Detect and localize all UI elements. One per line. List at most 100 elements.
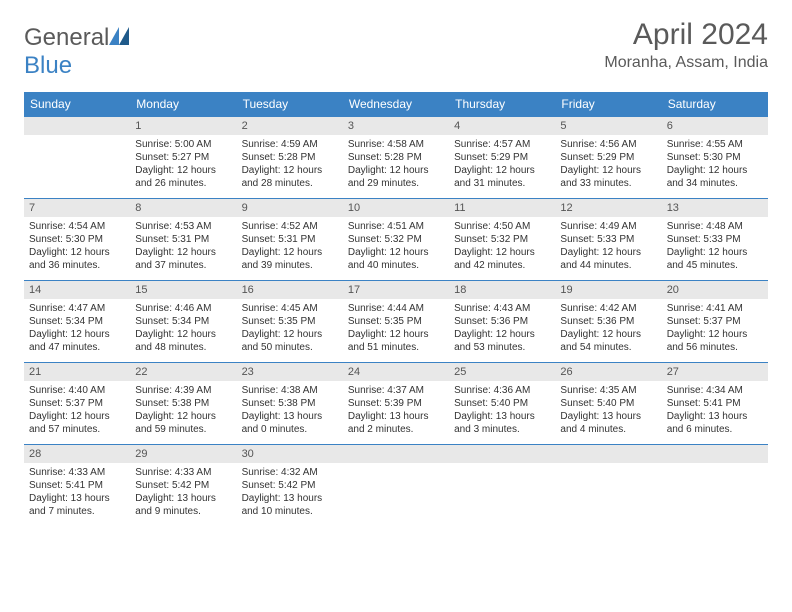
day-number: 20: [662, 281, 768, 299]
day-number: 18: [449, 281, 555, 299]
sunset-text: Sunset: 5:42 PM: [242, 479, 338, 492]
cell-body: Sunrise: 4:54 AMSunset: 5:30 PMDaylight:…: [24, 217, 130, 276]
cell-body: Sunrise: 4:37 AMSunset: 5:39 PMDaylight:…: [343, 381, 449, 440]
logo-text-general: General: [24, 24, 109, 51]
daylight-text: Daylight: 12 hours and 53 minutes.: [454, 328, 550, 354]
sunset-text: Sunset: 5:33 PM: [667, 233, 763, 246]
daylight-text: Daylight: 12 hours and 39 minutes.: [242, 246, 338, 272]
calendar-cell: 12Sunrise: 4:49 AMSunset: 5:33 PMDayligh…: [555, 199, 661, 281]
daylight-text: Daylight: 12 hours and 56 minutes.: [667, 328, 763, 354]
day-number: [555, 445, 661, 463]
sunset-text: Sunset: 5:37 PM: [667, 315, 763, 328]
calendar-cell: [343, 445, 449, 527]
sunset-text: Sunset: 5:30 PM: [667, 151, 763, 164]
cell-body: Sunrise: 4:42 AMSunset: 5:36 PMDaylight:…: [555, 299, 661, 358]
day-header-sat: Saturday: [662, 92, 768, 117]
daylight-text: Daylight: 12 hours and 54 minutes.: [560, 328, 656, 354]
sunset-text: Sunset: 5:30 PM: [29, 233, 125, 246]
calendar-body: 1Sunrise: 5:00 AMSunset: 5:27 PMDaylight…: [24, 117, 768, 527]
daylight-text: Daylight: 12 hours and 31 minutes.: [454, 164, 550, 190]
sunset-text: Sunset: 5:40 PM: [454, 397, 550, 410]
day-number: 2: [237, 117, 343, 135]
day-number: 7: [24, 199, 130, 217]
sunset-text: Sunset: 5:36 PM: [454, 315, 550, 328]
calendar-cell: 2Sunrise: 4:59 AMSunset: 5:28 PMDaylight…: [237, 117, 343, 199]
calendar-cell: 26Sunrise: 4:35 AMSunset: 5:40 PMDayligh…: [555, 363, 661, 445]
logo-text-blue: Blue: [24, 52, 72, 79]
sunset-text: Sunset: 5:42 PM: [135, 479, 231, 492]
day-number: 5: [555, 117, 661, 135]
sunset-text: Sunset: 5:32 PM: [454, 233, 550, 246]
day-number: 25: [449, 363, 555, 381]
cell-body: Sunrise: 4:45 AMSunset: 5:35 PMDaylight:…: [237, 299, 343, 358]
day-number: 26: [555, 363, 661, 381]
calendar-cell: [449, 445, 555, 527]
calendar-cell: 17Sunrise: 4:44 AMSunset: 5:35 PMDayligh…: [343, 281, 449, 363]
sunrise-text: Sunrise: 4:45 AM: [242, 302, 338, 315]
cell-body: Sunrise: 4:47 AMSunset: 5:34 PMDaylight:…: [24, 299, 130, 358]
daylight-text: Daylight: 12 hours and 36 minutes.: [29, 246, 125, 272]
sunset-text: Sunset: 5:34 PM: [135, 315, 231, 328]
cell-body: Sunrise: 5:00 AMSunset: 5:27 PMDaylight:…: [130, 135, 236, 194]
day-number: [343, 445, 449, 463]
daylight-text: Daylight: 13 hours and 2 minutes.: [348, 410, 444, 436]
calendar-cell: 6Sunrise: 4:55 AMSunset: 5:30 PMDaylight…: [662, 117, 768, 199]
sunrise-text: Sunrise: 4:41 AM: [667, 302, 763, 315]
day-number: 19: [555, 281, 661, 299]
day-number: 22: [130, 363, 236, 381]
calendar-cell: 3Sunrise: 4:58 AMSunset: 5:28 PMDaylight…: [343, 117, 449, 199]
calendar-cell: 30Sunrise: 4:32 AMSunset: 5:42 PMDayligh…: [237, 445, 343, 527]
calendar-cell: 18Sunrise: 4:43 AMSunset: 5:36 PMDayligh…: [449, 281, 555, 363]
day-number: 10: [343, 199, 449, 217]
cell-body: Sunrise: 4:52 AMSunset: 5:31 PMDaylight:…: [237, 217, 343, 276]
cell-body: Sunrise: 4:33 AMSunset: 5:41 PMDaylight:…: [24, 463, 130, 522]
day-number: 17: [343, 281, 449, 299]
calendar-cell: 5Sunrise: 4:56 AMSunset: 5:29 PMDaylight…: [555, 117, 661, 199]
calendar-table: Sunday Monday Tuesday Wednesday Thursday…: [24, 92, 768, 527]
daylight-text: Daylight: 13 hours and 3 minutes.: [454, 410, 550, 436]
daylight-text: Daylight: 12 hours and 42 minutes.: [454, 246, 550, 272]
week-row: 7Sunrise: 4:54 AMSunset: 5:30 PMDaylight…: [24, 199, 768, 281]
daylight-text: Daylight: 12 hours and 26 minutes.: [135, 164, 231, 190]
day-number: 30: [237, 445, 343, 463]
sunrise-text: Sunrise: 4:47 AM: [29, 302, 125, 315]
calendar-cell: 7Sunrise: 4:54 AMSunset: 5:30 PMDaylight…: [24, 199, 130, 281]
sunrise-text: Sunrise: 4:48 AM: [667, 220, 763, 233]
calendar-cell: 9Sunrise: 4:52 AMSunset: 5:31 PMDaylight…: [237, 199, 343, 281]
sunrise-text: Sunrise: 4:34 AM: [667, 384, 763, 397]
daylight-text: Daylight: 12 hours and 48 minutes.: [135, 328, 231, 354]
cell-body: Sunrise: 4:53 AMSunset: 5:31 PMDaylight:…: [130, 217, 236, 276]
sunrise-text: Sunrise: 4:55 AM: [667, 138, 763, 151]
calendar-cell: 1Sunrise: 5:00 AMSunset: 5:27 PMDaylight…: [130, 117, 236, 199]
day-number: [662, 445, 768, 463]
day-number: 24: [343, 363, 449, 381]
sunrise-text: Sunrise: 4:37 AM: [348, 384, 444, 397]
location-text: Moranha, Assam, India: [604, 54, 768, 72]
calendar-cell: 13Sunrise: 4:48 AMSunset: 5:33 PMDayligh…: [662, 199, 768, 281]
day-header-row: Sunday Monday Tuesday Wednesday Thursday…: [24, 92, 768, 117]
cell-body: Sunrise: 4:40 AMSunset: 5:37 PMDaylight:…: [24, 381, 130, 440]
daylight-text: Daylight: 13 hours and 0 minutes.: [242, 410, 338, 436]
cell-body: Sunrise: 4:32 AMSunset: 5:42 PMDaylight:…: [237, 463, 343, 522]
calendar-cell: 22Sunrise: 4:39 AMSunset: 5:38 PMDayligh…: [130, 363, 236, 445]
day-number: 11: [449, 199, 555, 217]
day-header-thu: Thursday: [449, 92, 555, 117]
calendar-cell: 23Sunrise: 4:38 AMSunset: 5:38 PMDayligh…: [237, 363, 343, 445]
cell-body: Sunrise: 4:41 AMSunset: 5:37 PMDaylight:…: [662, 299, 768, 358]
day-number: 9: [237, 199, 343, 217]
calendar-cell: 25Sunrise: 4:36 AMSunset: 5:40 PMDayligh…: [449, 363, 555, 445]
calendar-cell: 16Sunrise: 4:45 AMSunset: 5:35 PMDayligh…: [237, 281, 343, 363]
cell-body: Sunrise: 4:48 AMSunset: 5:33 PMDaylight:…: [662, 217, 768, 276]
cell-body: Sunrise: 4:55 AMSunset: 5:30 PMDaylight:…: [662, 135, 768, 194]
sunrise-text: Sunrise: 4:33 AM: [29, 466, 125, 479]
sunset-text: Sunset: 5:27 PM: [135, 151, 231, 164]
title-block: April 2024 Moranha, Assam, India: [604, 18, 768, 72]
calendar-cell: 4Sunrise: 4:57 AMSunset: 5:29 PMDaylight…: [449, 117, 555, 199]
daylight-text: Daylight: 12 hours and 59 minutes.: [135, 410, 231, 436]
sunrise-text: Sunrise: 4:32 AM: [242, 466, 338, 479]
day-number: 29: [130, 445, 236, 463]
sunrise-text: Sunrise: 4:44 AM: [348, 302, 444, 315]
day-header-wed: Wednesday: [343, 92, 449, 117]
cell-body: Sunrise: 4:34 AMSunset: 5:41 PMDaylight:…: [662, 381, 768, 440]
sunset-text: Sunset: 5:38 PM: [135, 397, 231, 410]
